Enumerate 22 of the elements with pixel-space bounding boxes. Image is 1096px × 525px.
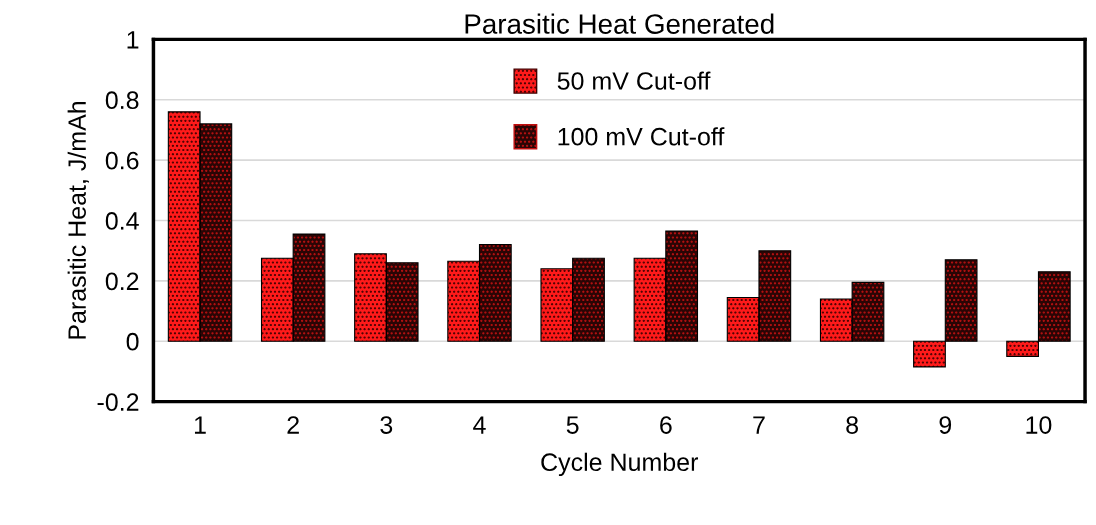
y-tick-label: 0: [126, 332, 139, 351]
y-tick-label: 0.4: [105, 212, 139, 230]
y-tick-label: 1: [127, 31, 139, 49]
x-tick-label: 10: [1026, 416, 1052, 434]
chart-title: Parasitic Heat Generated: [465, 13, 774, 34]
x-tick-label: 7: [753, 416, 765, 434]
x-tick-label: 1: [194, 416, 206, 434]
y-tick-label: 0.6: [105, 151, 139, 170]
x-tick-label: 2: [287, 416, 299, 434]
x-tick-label: 4: [473, 416, 486, 434]
x-tick-label: 8: [846, 416, 859, 434]
y-tick-label: 0.2: [105, 272, 139, 291]
x-tick-label: 9: [939, 416, 952, 434]
legend-label: 50 mV Cut-off: [557, 71, 711, 90]
x-tick-label: 5: [566, 416, 579, 434]
y-tick-label: -0.2: [97, 393, 139, 411]
y-axis-title: Parasitic Heat, J/mAh: [67, 101, 89, 339]
x-axis-title: Cycle Number: [541, 452, 699, 477]
x-tick-label: 3: [380, 416, 393, 434]
y-tick-label: 0.8: [105, 91, 139, 110]
legend-label: 100 mV Cut-off: [558, 127, 725, 146]
x-tick-label: 6: [660, 416, 672, 434]
